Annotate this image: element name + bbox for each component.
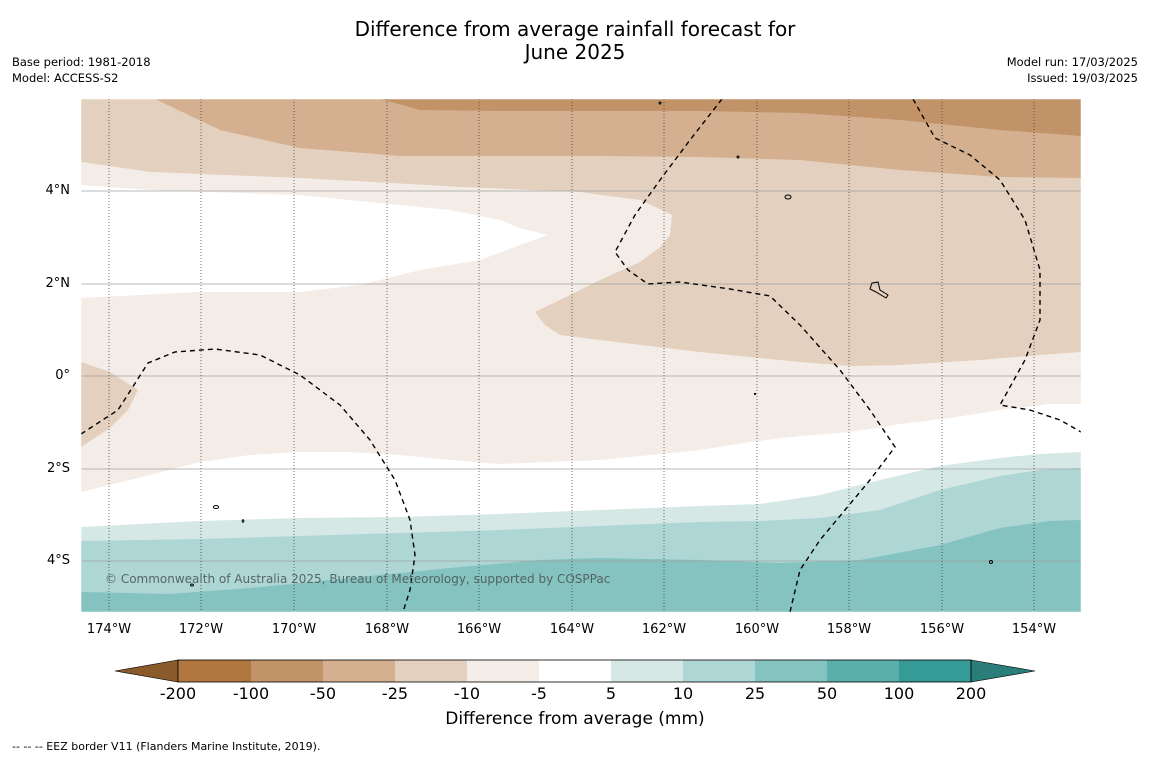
copyright-notice: © Commonwealth of Australia 2025, Bureau… [105,572,611,586]
colorbar-bin-2 [251,660,323,682]
colorbar-bin-4 [395,660,467,682]
colorbar-extend-wet [970,659,1036,683]
colorbar-tick: -25 [381,684,409,703]
colorbar-outline [177,659,972,683]
latitude-gridlines [81,190,1081,562]
lon-label-168w: 168°W [364,622,410,637]
band-wet-25 [81,520,1081,612]
metadata-right: Model run: 17/03/2025 Issued: 19/03/2025 [1007,54,1138,86]
lat-label-4n: 4°N [45,183,71,198]
colorbar-tick: 25 [744,684,766,703]
colorbar-tick: 5 [605,684,617,703]
colorbar-bin-6 [539,660,611,682]
lon-label-162w: 162°W [641,622,687,637]
colorbar-tick: 10 [672,684,694,703]
lon-label-170w: 170°W [271,622,317,637]
lon-label-164w: 164°W [549,622,595,637]
band-neutral-inner [81,185,548,298]
colorbar-tick: 100 [883,684,915,703]
lon-label-174w: 174°W [86,622,132,637]
lon-label-160w: 160°W [734,622,780,637]
colorbar-tick: -200 [159,684,197,703]
colorbar [114,659,1036,683]
colorbar-title: Difference from average (mm) [445,709,705,729]
colorbar-tick: 50 [816,684,838,703]
issued-date: Issued: 19/03/2025 [1027,71,1138,85]
lat-label-4s: 4°S [46,553,70,568]
lon-label-158w: 158°W [826,622,872,637]
lon-label-154w: 154°W [1011,622,1057,637]
eez-borders [81,99,1081,612]
colorbar-tick: -50 [309,684,337,703]
colorbar-bin-11 [899,660,971,682]
lon-label-172w: 172°W [178,622,224,637]
map-title: Difference from average rainfall forecas… [0,18,1150,64]
base-period: Base period: 1981-2018 [12,55,151,69]
colorbar-bin-8 [683,660,755,682]
band-dry-50 [155,99,1081,178]
colorbar-tick: 200 [955,684,987,703]
map-frame [80,98,1082,613]
colorbar-tick: -100 [232,684,270,703]
lat-label-0: 0° [55,368,70,383]
band-dry-25-west [81,362,138,447]
colorbar-bin-5 [467,660,539,682]
metadata-left: Base period: 1981-2018 Model: ACCESS-S2 [12,54,151,86]
band-dry-100 [380,99,1081,136]
title-line-2: June 2025 [524,40,626,64]
lon-label-166w: 166°W [456,622,502,637]
lat-label-2s: 2°S [46,461,70,476]
lon-label-156w: 156°W [919,622,965,637]
colorbar-bin-7 [611,660,683,682]
islands [190,101,993,587]
colorbar-extend-dry [114,659,179,683]
colorbar-tick: -10 [453,684,481,703]
colorbar-bin-9 [755,660,827,682]
colorbar-bin-3 [323,660,395,682]
colorbar-bin-1 [178,660,251,682]
model-name: Model: ACCESS-S2 [12,71,119,85]
title-line-1: Difference from average rainfall forecas… [354,17,796,41]
band-dry-25 [81,99,1081,366]
lat-label-2n: 2°N [45,276,71,291]
colorbar-tick: -5 [531,684,547,703]
colorbar-bin-10 [827,660,899,682]
eez-footnote: -- -- -- EEZ border V11 (Flanders Marine… [12,740,321,753]
model-run: Model run: 17/03/2025 [1006,55,1138,69]
